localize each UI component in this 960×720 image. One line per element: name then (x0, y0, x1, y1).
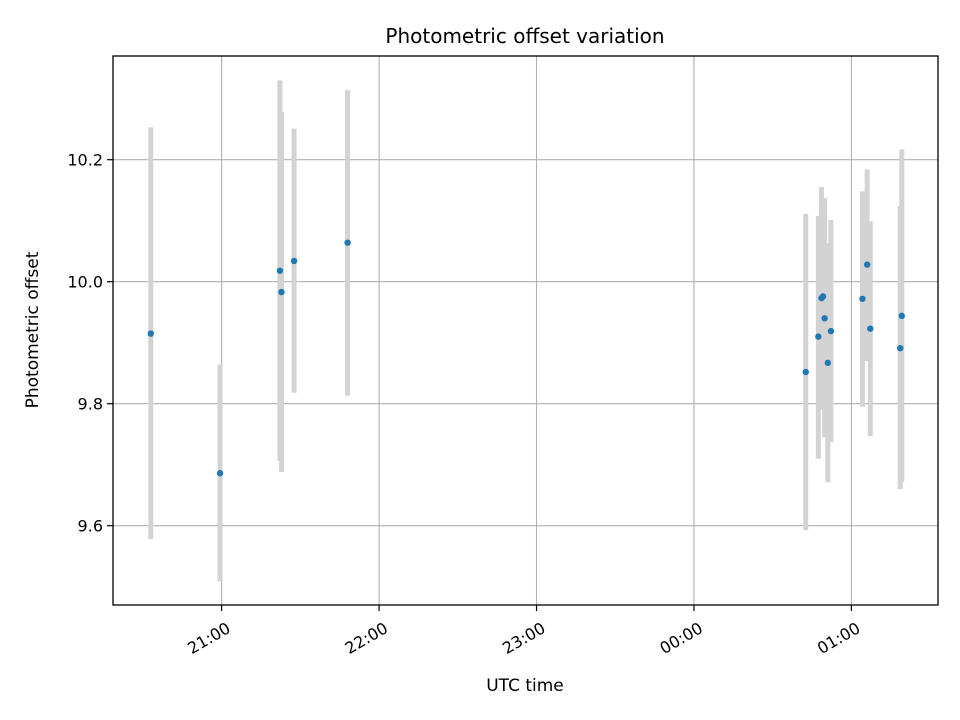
y-axis-title: Photometric offset (23, 251, 43, 408)
y-tick-label: 9.8 (78, 395, 103, 414)
data-point (821, 315, 828, 322)
y-tick-label: 9.6 (78, 517, 103, 536)
y-tick-label: 10.0 (67, 273, 103, 292)
y-axis: 9.6 9.8 10.0 10.2 (67, 151, 113, 536)
data-point (859, 295, 866, 302)
data-point (815, 333, 822, 340)
data-point (802, 368, 809, 376)
data-point (278, 288, 285, 296)
data-point (819, 293, 827, 300)
data-point (867, 325, 874, 332)
data-point (827, 327, 835, 335)
data-point (824, 359, 831, 367)
y-tick-label: 10.2 (67, 151, 103, 170)
chart-title: Photometric offset variation (385, 24, 664, 48)
data-point (897, 344, 904, 352)
data-points (147, 239, 905, 477)
data-point (898, 312, 905, 320)
data-point (344, 239, 351, 246)
grid (113, 56, 938, 605)
data-point (863, 261, 871, 268)
data-point (290, 257, 298, 265)
plot-frame (112, 55, 939, 606)
x-axis-title: UTC time (486, 676, 564, 696)
data-point (147, 330, 154, 337)
data-point (216, 470, 224, 477)
data-point (276, 267, 284, 274)
